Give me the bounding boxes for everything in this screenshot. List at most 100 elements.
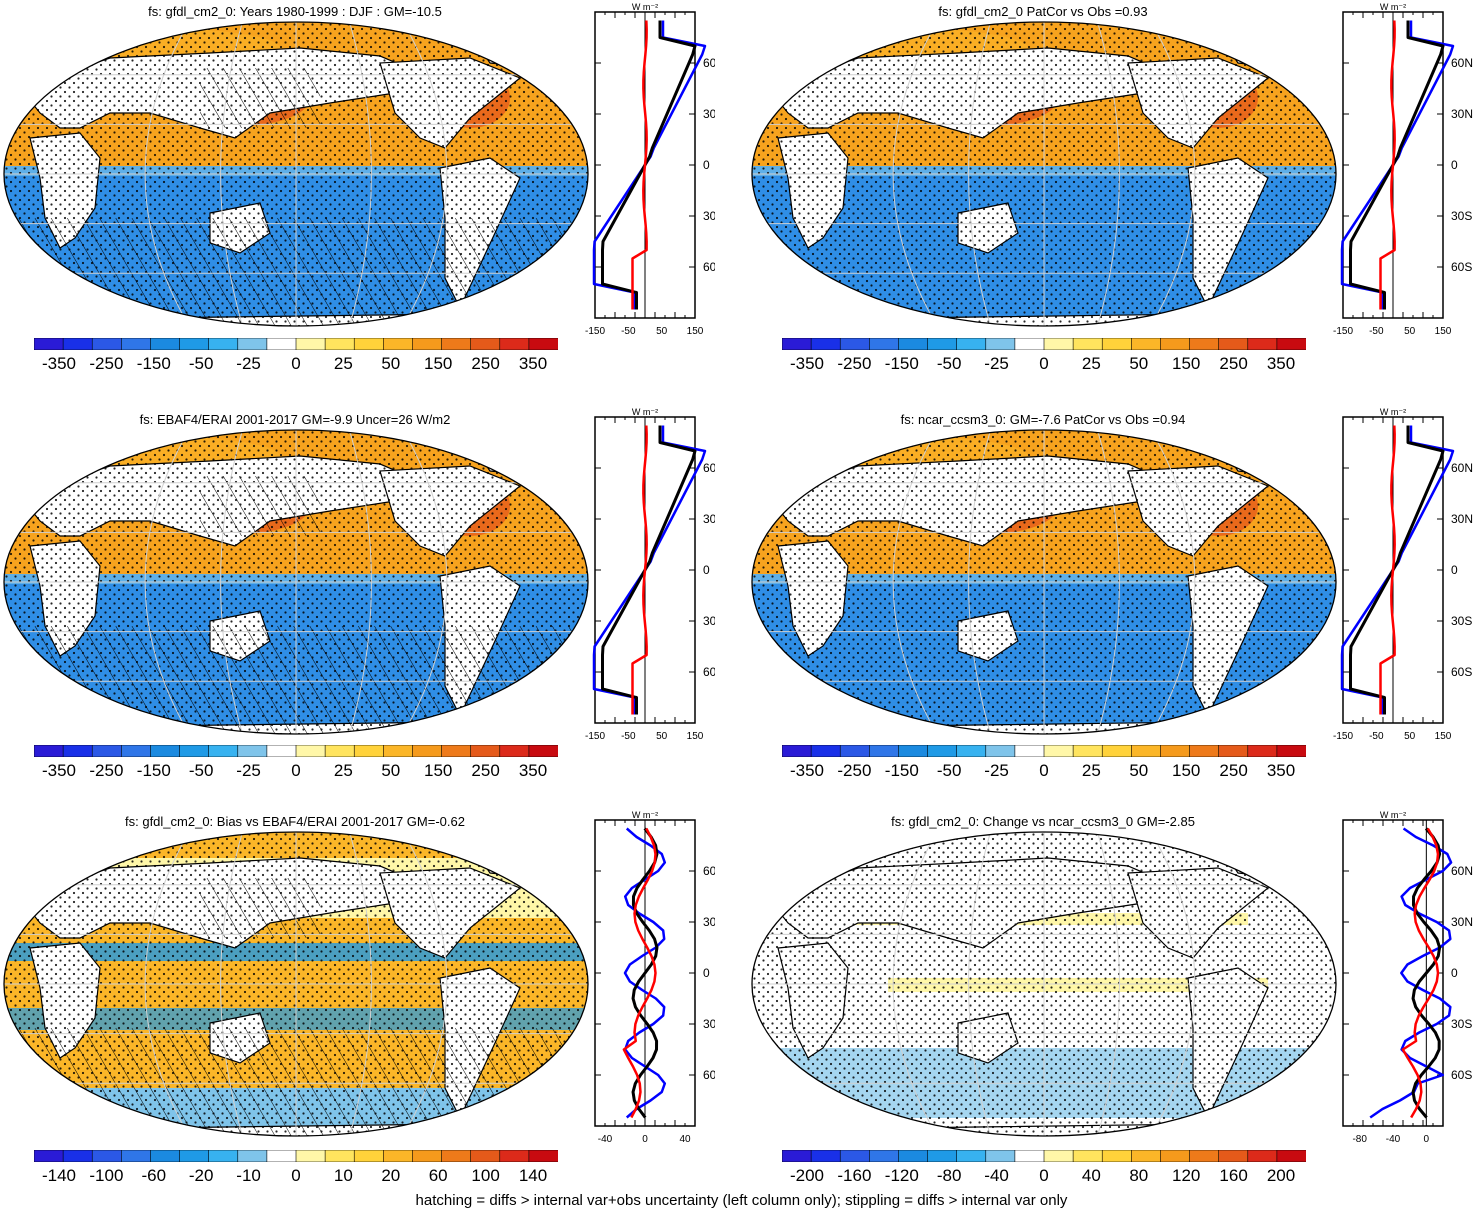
colorbar-tick-label: 150 [424,761,453,780]
zonal-mean-plot-2: W m⁻² 60N 30N 0 30S 60S -150 -50 50 150 [1333,2,1473,337]
colorbar-swatch [34,745,64,757]
colorbar-tick-label: -25 [236,354,261,373]
colorbar-tick-label: -25 [236,761,261,780]
colorbar-swatch [62,745,94,757]
zonal-unit: W m⁻² [1380,810,1406,820]
zonal-unit: W m⁻² [632,2,658,12]
map-6 [751,831,1337,1137]
zonal-x-tick-label: 0 [642,1134,648,1145]
zonal-x-tick-label: 50 [1404,731,1416,742]
zonal-x-tick-label: -150 [585,326,605,337]
colorbar-swatch [237,1150,268,1162]
colorbar-swatch [470,745,501,757]
hatching [200,68,320,128]
colorbar-swatch [528,745,558,757]
colorbar-swatch [91,338,123,350]
colorbar-swatch [1247,338,1278,350]
colorbar-swatch [1043,745,1074,757]
zonal-unit: W m⁻² [1380,407,1406,417]
colorbar-swatch [1160,338,1191,350]
colorbar-1 [34,338,558,350]
colorbar-swatch [412,338,443,350]
colorbar-swatch [1189,1150,1220,1162]
zonal-lat-label: 60N [1451,461,1473,475]
colorbar-swatch [1101,1150,1133,1162]
colorbar-tick-label: -25 [984,354,1009,373]
colorbar-swatch [412,1150,443,1162]
colorbar-swatch [412,745,443,757]
zonal-lat-label: 0 [1451,158,1458,172]
colorbar-swatch [470,1150,501,1162]
colorbar-tick-label: -160 [837,1166,872,1185]
zonal-model-line [1349,425,1445,715]
colorbar-swatch [295,745,326,757]
colorbar-swatch [1160,745,1191,757]
colorbar-swatch [1247,1150,1278,1162]
colorbar-swatch [499,1150,530,1162]
colorbar-swatch [839,338,871,350]
colorbar-swatch [1043,338,1074,350]
zonal-x-tick-label: -150 [1333,326,1353,337]
colorbar-tick-label: 80 [1129,1166,1149,1185]
map-5 [3,831,589,1137]
colorbar-swatch [839,1150,871,1162]
colorbar-swatch [91,1150,123,1162]
zonal-lat-label: 60N [703,864,715,878]
colorbar-swatch [810,338,842,350]
colorbar-swatch [898,1150,929,1162]
zonal-unit: W m⁻² [632,407,658,417]
zonal-model-line [601,20,697,310]
zonal-lat-label: 30S [1451,614,1472,628]
zonal-x-tick-label: -50 [1369,731,1384,742]
colorbar-swatch [927,338,958,350]
panel-title-6: fs: gfdl_cm2_0: Change vs ncar_ccsm3_0 G… [891,814,1195,829]
colorbar-swatch [353,1150,385,1162]
colorbar-swatch [237,338,268,350]
colorbar-swatch [956,1150,987,1162]
colorbar-tick-label: 25 [333,761,353,780]
colorbar-tick-label: -120 [884,1166,919,1185]
zonal-x-tick-label: 150 [687,731,704,742]
zonal-diff-line [631,425,648,715]
colorbar-tick-label: -50 [936,761,962,780]
zonal-x-tick-label: 150 [687,326,704,337]
colorbar-tick-label: -150 [136,354,171,373]
colorbar-tick-label: -150 [884,761,919,780]
colorbar-swatch [499,338,530,350]
colorbar-swatch [295,338,326,350]
colorbar-swatch [956,745,987,757]
map-outline [751,21,1337,327]
colorbar-swatch [441,745,472,757]
colorbar-tick-label: -60 [141,1166,167,1185]
zonal-x-tick-label: 0 [1424,1134,1430,1145]
zonal-diff-line [1379,20,1396,310]
colorbar-tick-label: 0 [1039,354,1049,373]
colorbar-tick-label: 350 [1266,761,1296,780]
colorbar-tick-label: 25 [333,354,353,373]
colorbar-tick-label: -50 [188,354,214,373]
zonal-lat-label: 60S [1451,665,1472,679]
panel-title-4: fs: ncar_ccsm3_0: GM=-7.6 PatCor vs Obs … [900,412,1186,427]
zonal-lat-label: 60N [1451,56,1473,70]
panel-title-5: fs: gfdl_cm2_0: Bias vs EBAF4/ERAI 2001-… [125,814,465,829]
zonal-x-tick-label: -50 [621,326,636,337]
colorbar-swatch [62,338,94,350]
colorbar-tick-label: 350 [1266,354,1296,373]
colorbar-swatch [441,1150,472,1162]
zonal-x-tick-label: 50 [1404,326,1416,337]
colorbar-swatch [1189,745,1220,757]
zonal-lat-label: 30N [703,107,715,121]
colorbar-swatch [1276,745,1306,757]
colorbar-swatch [470,338,501,350]
colorbar-swatch [985,1150,1016,1162]
colorbar-tick-label: -20 [188,1166,214,1185]
colorbar-tick-label: -350 [789,354,825,373]
zonal-x-tick-label: 150 [1435,731,1452,742]
colorbar-swatch [324,338,356,350]
footnote: hatching = diffs > internal var+obs unce… [415,1192,1068,1209]
colorbar-swatch [1160,1150,1191,1162]
colorbar-swatch [898,338,929,350]
zonal-x-tick-label: -40 [1386,1134,1401,1145]
colorbar-tick-label: 250 [1219,761,1248,780]
colorbar-swatch [179,1150,210,1162]
